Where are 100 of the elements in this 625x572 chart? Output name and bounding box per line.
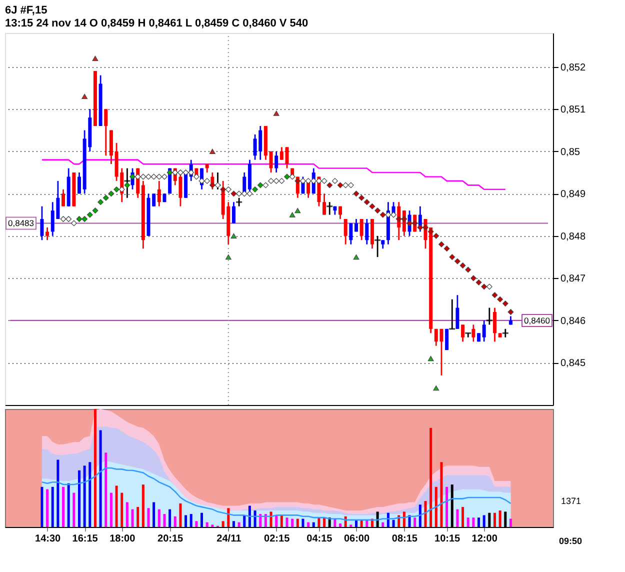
candlestick (492, 307, 496, 342)
bar (296, 518, 299, 527)
bar (339, 523, 342, 527)
candlestick (365, 218, 369, 246)
bar (190, 514, 192, 527)
candlestick (344, 218, 348, 246)
bar (99, 430, 102, 527)
bar (275, 515, 278, 527)
y-tick-label: 0,849 (560, 189, 586, 200)
bar (158, 509, 160, 527)
candlestick (274, 150, 278, 174)
bar (424, 501, 427, 527)
candlestick (269, 150, 273, 174)
bar (318, 518, 320, 527)
bar (434, 486, 438, 527)
bar (493, 512, 496, 527)
candlestick (78, 172, 81, 194)
candlestick (354, 218, 358, 232)
bar (509, 518, 512, 527)
candlestick (40, 206, 44, 241)
bar (115, 486, 118, 527)
bar (200, 512, 204, 527)
x-tick-label: 24/11 (216, 534, 242, 544)
bar (104, 452, 108, 527)
point (289, 212, 296, 218)
bar (238, 522, 240, 527)
bar (147, 508, 150, 527)
bar (446, 486, 448, 527)
candlestick (322, 192, 326, 216)
point (92, 56, 98, 61)
bar (430, 428, 432, 527)
bar (456, 509, 459, 527)
y-tick-label: 0,845 (560, 358, 586, 370)
point (230, 233, 237, 238)
candlestick (456, 294, 460, 330)
bar (40, 486, 44, 527)
bar (222, 521, 224, 527)
bar (110, 492, 112, 527)
candlestick (338, 206, 342, 220)
bar (472, 518, 475, 527)
x-tick-label: 10:15 (434, 534, 461, 544)
x-tick-label: 08:15 (392, 534, 418, 544)
chart-title: 6J #F,15 (5, 4, 48, 16)
candlestick (157, 180, 161, 208)
point (433, 386, 440, 391)
bar (414, 518, 416, 527)
x-tick-label: 20:15 (158, 534, 184, 544)
bar (482, 515, 486, 527)
bar (302, 518, 304, 527)
point (273, 110, 280, 116)
bar (418, 504, 422, 527)
bar (184, 515, 188, 527)
bar (312, 522, 315, 527)
x-tick-label: 04:15 (306, 534, 333, 544)
candlestick (46, 226, 50, 241)
y-tick-label: 0,851 (560, 104, 586, 116)
bar (179, 503, 182, 527)
y-tick-label: 0,846 (560, 316, 586, 327)
bar (402, 512, 406, 527)
y-tick-label: 0,85 (560, 146, 580, 158)
bar (195, 521, 198, 527)
bar (354, 520, 358, 527)
bar (78, 470, 80, 527)
x-tick-label: 14:30 (35, 534, 62, 544)
bar (466, 518, 470, 527)
y-tick-label: 0,847 (560, 274, 586, 285)
candlestick (232, 201, 236, 224)
text: 1371 (561, 496, 582, 506)
bar (227, 508, 230, 527)
bar (280, 515, 283, 527)
bar (168, 509, 172, 527)
bar (142, 484, 144, 527)
bar (51, 486, 54, 527)
candlestick (472, 324, 476, 342)
candlestick (62, 188, 66, 208)
bar (307, 522, 310, 527)
bar (382, 522, 384, 527)
bar (67, 483, 70, 527)
x-tick-label: 16:15 (72, 534, 98, 544)
candlestick (104, 108, 108, 156)
x-tick-label: 02:15 (264, 534, 290, 544)
bar (323, 518, 326, 527)
bar (248, 506, 251, 527)
bar (94, 409, 96, 527)
candlestick (152, 192, 156, 208)
bar (131, 509, 134, 527)
bar (120, 492, 124, 527)
bar (360, 520, 363, 527)
bar (291, 518, 294, 527)
point (82, 94, 88, 99)
candlestick (482, 320, 486, 342)
bar (72, 492, 76, 527)
bar (56, 460, 60, 527)
candlestick (349, 222, 353, 246)
x-tick-label: 18:00 (110, 534, 136, 544)
point (294, 208, 301, 214)
bar (392, 520, 395, 527)
chart-subtitle: 13:15 24 nov 14 O 0,8459 H 0,8461 L 0,8459 C 0,8460 V 540 (5, 18, 308, 30)
bar (174, 516, 176, 527)
point (428, 356, 434, 362)
